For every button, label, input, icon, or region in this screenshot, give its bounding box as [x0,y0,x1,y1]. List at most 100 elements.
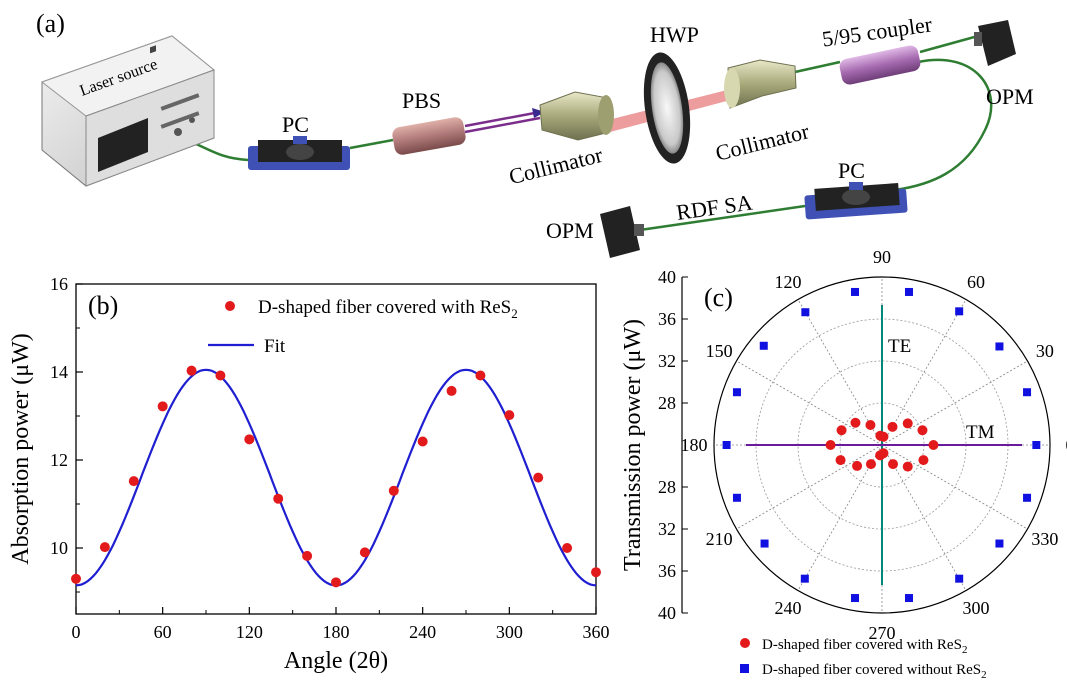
x-tick-label: 0 [72,622,81,642]
polarization-beam-splitter: PBS [392,88,466,155]
y-tick-label: 10 [50,538,68,558]
grid-spoke [736,360,883,446]
data-point-square [760,539,769,548]
x-tick-label: 240 [409,622,436,642]
data-point-circle [888,459,899,470]
data-point-square [851,287,860,296]
angle-label: 330 [1031,529,1058,549]
half-wave-plate: HWP [643,22,699,164]
data-point-circle [928,440,939,450]
coupler-label: 5/95 coupler [821,11,935,51]
rdf-label: RDF SA [675,190,754,225]
data-point-circle [836,425,847,436]
legend-c-blue-label: D-shaped fiber covered without ReS2 [762,662,987,681]
data-point [244,434,255,445]
angle-label: 60 [967,272,985,292]
data-point-circle [902,418,913,429]
data-point-circle [875,430,886,441]
fiber-loop [894,58,993,192]
angle-label: 30 [1036,341,1054,361]
grid-spoke [881,444,1028,530]
absorption-chart: 0 60 120 180 240 300 360 10 12 14 16 (b) D-shaped … [8,274,610,674]
legend-marker-red [225,301,235,311]
b-ylabel: Absorption power (μW) [8,333,34,564]
data-point-square [904,287,913,296]
optical-power-meter-left: OPM [546,206,644,258]
radial-tick-label: 40 [658,603,676,623]
polar-chart: 0 30 60 90 120 150 180 210 240 270 300 330 40 36 32 28 2… [620,247,1067,681]
data-point [215,370,226,381]
outer-ring [713,276,1051,614]
legend-c-red-label: D-shaped fiber covered with ReS2 [762,637,967,656]
legend-c-red [740,638,750,648]
data-point [388,485,399,496]
te-label: TE [888,336,911,357]
data-point-square [955,574,964,583]
grid-spoke [797,444,883,591]
grid-spoke [736,444,883,530]
angle-label: 90 [873,247,891,267]
x-tick-label: 120 [236,622,263,642]
pc1-label: PC [282,112,309,137]
x-tick-label: 360 [583,622,610,642]
y-tick-label: 14 [50,362,68,382]
x-tick-label: 300 [496,622,523,642]
b-xlabel: Angle (2θ) [284,648,388,674]
x-tick-label: 180 [323,622,350,642]
data-point-circle [865,419,876,430]
radial-tick-label: 40 [658,267,676,287]
legend-line-label: Fit [264,336,286,357]
angle-label: 240 [775,598,802,618]
data-point-square [904,594,913,603]
grid-spoke [881,299,967,446]
data-point-circle [835,455,846,466]
data-point-square [995,342,1004,351]
data-point [504,410,515,421]
y-tick-label: 12 [50,450,68,470]
laser-source: Laser source [40,35,216,187]
data-point-square [759,341,768,350]
angle-label: 210 [706,529,733,549]
fiber-collimator-coupler [794,60,841,74]
panel-label-a: (a) [36,9,65,38]
opm-right-label: OPM [986,84,1034,109]
optical-power-meter-right: OPM [974,20,1034,109]
polar-labels: 0 30 60 90 120 150 180 210 240 270 300 330 40 36 32 28 2… [658,247,1067,643]
panel-label-b: (b) [88,291,118,320]
data-point-square [732,388,741,397]
angle-label: 270 [869,623,896,643]
data-point-square [1032,441,1041,449]
c-ylabel: Transmission power (μW) [620,319,646,571]
grid-spoke [881,444,967,591]
collimator1-label: Collimator [506,142,605,189]
hwp-label: HWP [650,22,699,47]
scatter-points-c [722,287,1041,603]
opm-left-label: OPM [546,218,594,243]
data-point-square [722,441,731,449]
data-point-circle [918,455,929,466]
plot-frame-b [75,283,597,615]
data-point [128,476,139,487]
data-point-square [732,493,741,502]
fiber-pbs-collimator-2 [464,116,541,134]
data-point-circle [825,440,836,450]
data-point-circle [917,425,928,436]
data-point-circle [878,448,889,459]
data-point [302,550,313,561]
data-point [359,547,370,558]
scatter-points-b [71,365,601,588]
arrow-head [532,108,545,118]
pc2-label: PC [838,158,865,183]
panel-label-c: (c) [704,283,733,312]
polarization-controller-2: PC [804,158,908,220]
data-point [475,370,486,381]
collimator-2: Collimator [713,59,812,166]
radial-tick-label: 28 [658,393,676,413]
fiber-coupler-opm [919,34,979,54]
collimator-1: Collimator [506,91,614,189]
polarization-controller-1: PC [248,112,350,170]
data-point [562,543,573,553]
fiber-pc-pbs [349,138,394,150]
pbs-label: PBS [402,88,441,113]
